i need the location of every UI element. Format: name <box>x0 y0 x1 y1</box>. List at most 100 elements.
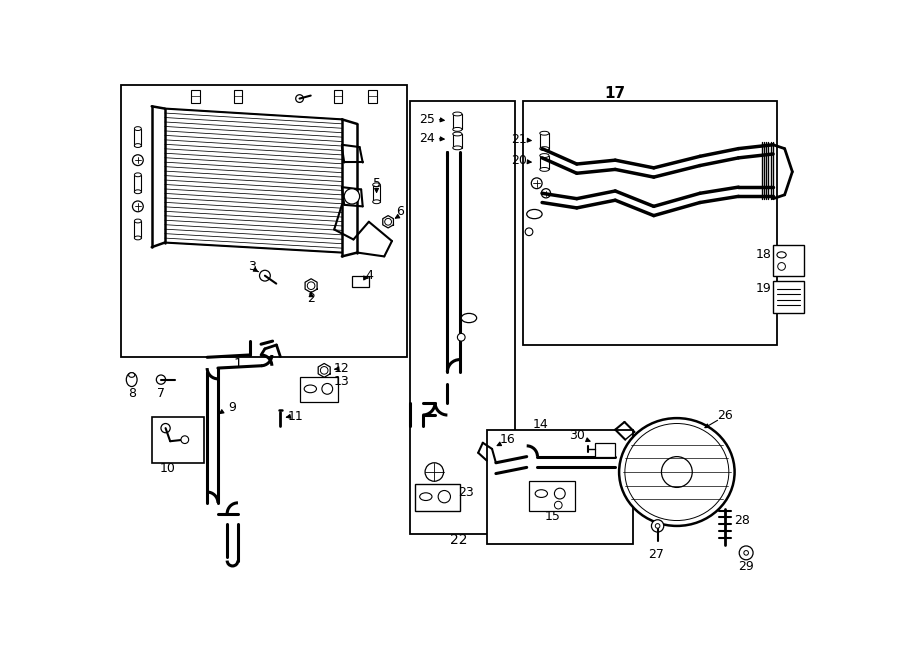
Bar <box>487 430 633 543</box>
Circle shape <box>778 262 786 270</box>
Ellipse shape <box>536 490 547 498</box>
Ellipse shape <box>540 147 549 151</box>
Ellipse shape <box>453 128 462 132</box>
Circle shape <box>161 424 170 433</box>
Ellipse shape <box>540 132 549 135</box>
Circle shape <box>157 375 166 384</box>
Ellipse shape <box>373 200 381 204</box>
Bar <box>523 101 777 345</box>
Ellipse shape <box>526 210 542 219</box>
Ellipse shape <box>134 127 141 130</box>
Text: 3: 3 <box>248 260 256 273</box>
Ellipse shape <box>461 313 477 323</box>
Text: 20: 20 <box>511 155 526 167</box>
Bar <box>415 484 460 510</box>
Ellipse shape <box>134 236 141 240</box>
Circle shape <box>655 524 660 528</box>
Circle shape <box>739 546 753 560</box>
Bar <box>352 276 369 288</box>
Ellipse shape <box>126 373 137 387</box>
Ellipse shape <box>540 153 549 157</box>
Circle shape <box>531 178 542 188</box>
Text: 17: 17 <box>605 86 626 100</box>
Bar <box>773 281 804 313</box>
Ellipse shape <box>540 167 549 171</box>
Bar <box>234 90 242 103</box>
Ellipse shape <box>134 143 141 147</box>
Text: 26: 26 <box>717 408 734 422</box>
Circle shape <box>526 228 533 235</box>
Circle shape <box>662 457 692 487</box>
Bar <box>453 114 462 130</box>
Circle shape <box>743 551 749 555</box>
Circle shape <box>181 436 189 444</box>
Bar <box>773 245 804 276</box>
Ellipse shape <box>453 132 462 136</box>
Bar <box>373 185 381 202</box>
Ellipse shape <box>304 385 317 393</box>
Text: 10: 10 <box>159 461 175 475</box>
Circle shape <box>438 490 451 503</box>
Text: 14: 14 <box>533 418 548 431</box>
Text: 7: 7 <box>157 387 165 400</box>
Bar <box>334 90 342 103</box>
Ellipse shape <box>619 418 734 526</box>
Text: 28: 28 <box>734 514 751 527</box>
Ellipse shape <box>134 219 141 223</box>
Circle shape <box>320 367 328 374</box>
Text: 22: 22 <box>450 533 468 547</box>
Text: 25: 25 <box>419 113 436 126</box>
Text: 30: 30 <box>569 428 585 442</box>
Bar <box>121 85 408 356</box>
Bar <box>540 155 549 169</box>
Ellipse shape <box>453 146 462 150</box>
Text: 5: 5 <box>373 176 381 190</box>
Circle shape <box>425 463 444 481</box>
Bar <box>300 377 338 402</box>
Bar <box>453 134 462 148</box>
Circle shape <box>296 95 303 102</box>
Text: 21: 21 <box>511 133 526 146</box>
Ellipse shape <box>625 424 729 520</box>
Text: 15: 15 <box>544 510 560 523</box>
Bar <box>368 90 377 103</box>
Ellipse shape <box>134 173 141 176</box>
Bar <box>529 481 575 510</box>
Text: 12: 12 <box>334 362 350 375</box>
Text: 27: 27 <box>648 548 664 561</box>
Text: 11: 11 <box>288 410 303 423</box>
Circle shape <box>322 383 333 394</box>
Bar <box>540 134 549 149</box>
Circle shape <box>554 501 562 509</box>
Bar <box>134 221 141 238</box>
Circle shape <box>384 218 392 225</box>
Circle shape <box>554 488 565 499</box>
Circle shape <box>652 520 664 532</box>
Bar <box>595 443 616 457</box>
Bar <box>134 175 141 192</box>
Ellipse shape <box>453 112 462 116</box>
Text: 6: 6 <box>396 206 403 218</box>
Text: 24: 24 <box>419 132 436 145</box>
Text: 13: 13 <box>334 375 350 389</box>
Circle shape <box>132 155 143 165</box>
Text: 29: 29 <box>738 561 754 573</box>
Ellipse shape <box>777 252 787 258</box>
Circle shape <box>307 282 315 290</box>
Text: 8: 8 <box>128 387 136 400</box>
Ellipse shape <box>373 183 381 187</box>
Text: 2: 2 <box>307 292 315 305</box>
Circle shape <box>132 201 143 212</box>
Text: 4: 4 <box>364 269 373 282</box>
Text: 23: 23 <box>458 486 473 499</box>
Bar <box>152 416 204 463</box>
Text: 18: 18 <box>756 249 772 261</box>
Circle shape <box>259 270 270 281</box>
Text: 16: 16 <box>500 433 516 446</box>
Text: 1: 1 <box>233 357 242 371</box>
Ellipse shape <box>129 373 135 377</box>
Ellipse shape <box>134 190 141 194</box>
Bar <box>410 101 515 533</box>
Ellipse shape <box>419 493 432 500</box>
Circle shape <box>344 188 360 204</box>
